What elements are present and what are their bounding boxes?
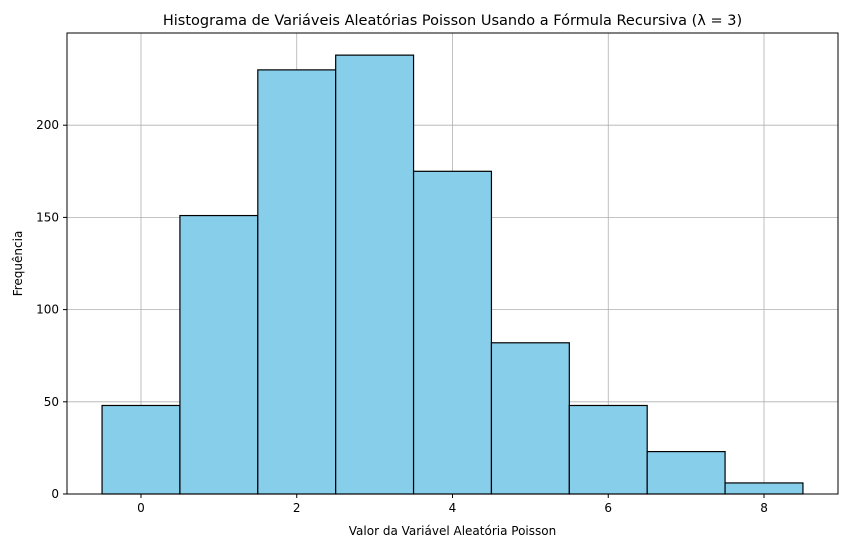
histogram-bar [490, 342, 570, 495]
histogram-bar [335, 54, 415, 495]
y-tick-label: 200 [36, 118, 59, 132]
axis-ticks: 0 2 4 6 8 0 50 100 150 200 [36, 118, 768, 515]
histogram-bar [101, 404, 181, 495]
histogram-bar [568, 404, 648, 495]
x-tick-label: 0 [137, 501, 145, 515]
y-tick-label: 100 [36, 303, 59, 317]
chart-title: Histograma de Variáveis Aleatórias Poiss… [163, 13, 742, 29]
histogram-bar [179, 214, 259, 495]
y-tick-label: 150 [36, 210, 59, 224]
histogram-bar [257, 69, 337, 495]
histogram-bar [646, 450, 726, 495]
x-tick-label: 4 [449, 501, 457, 515]
y-tick-label: 0 [51, 487, 59, 501]
x-axis-label: Valor da Variável Aleatória Poisson [349, 524, 556, 538]
x-tick-label: 2 [293, 501, 301, 515]
histogram-bar [412, 170, 493, 495]
histogram-bar [724, 482, 804, 495]
x-tick-label: 6 [604, 501, 612, 515]
y-tick-label: 50 [44, 395, 59, 409]
x-tick-label: 8 [760, 501, 768, 515]
y-axis-label: Frequência [11, 231, 25, 297]
